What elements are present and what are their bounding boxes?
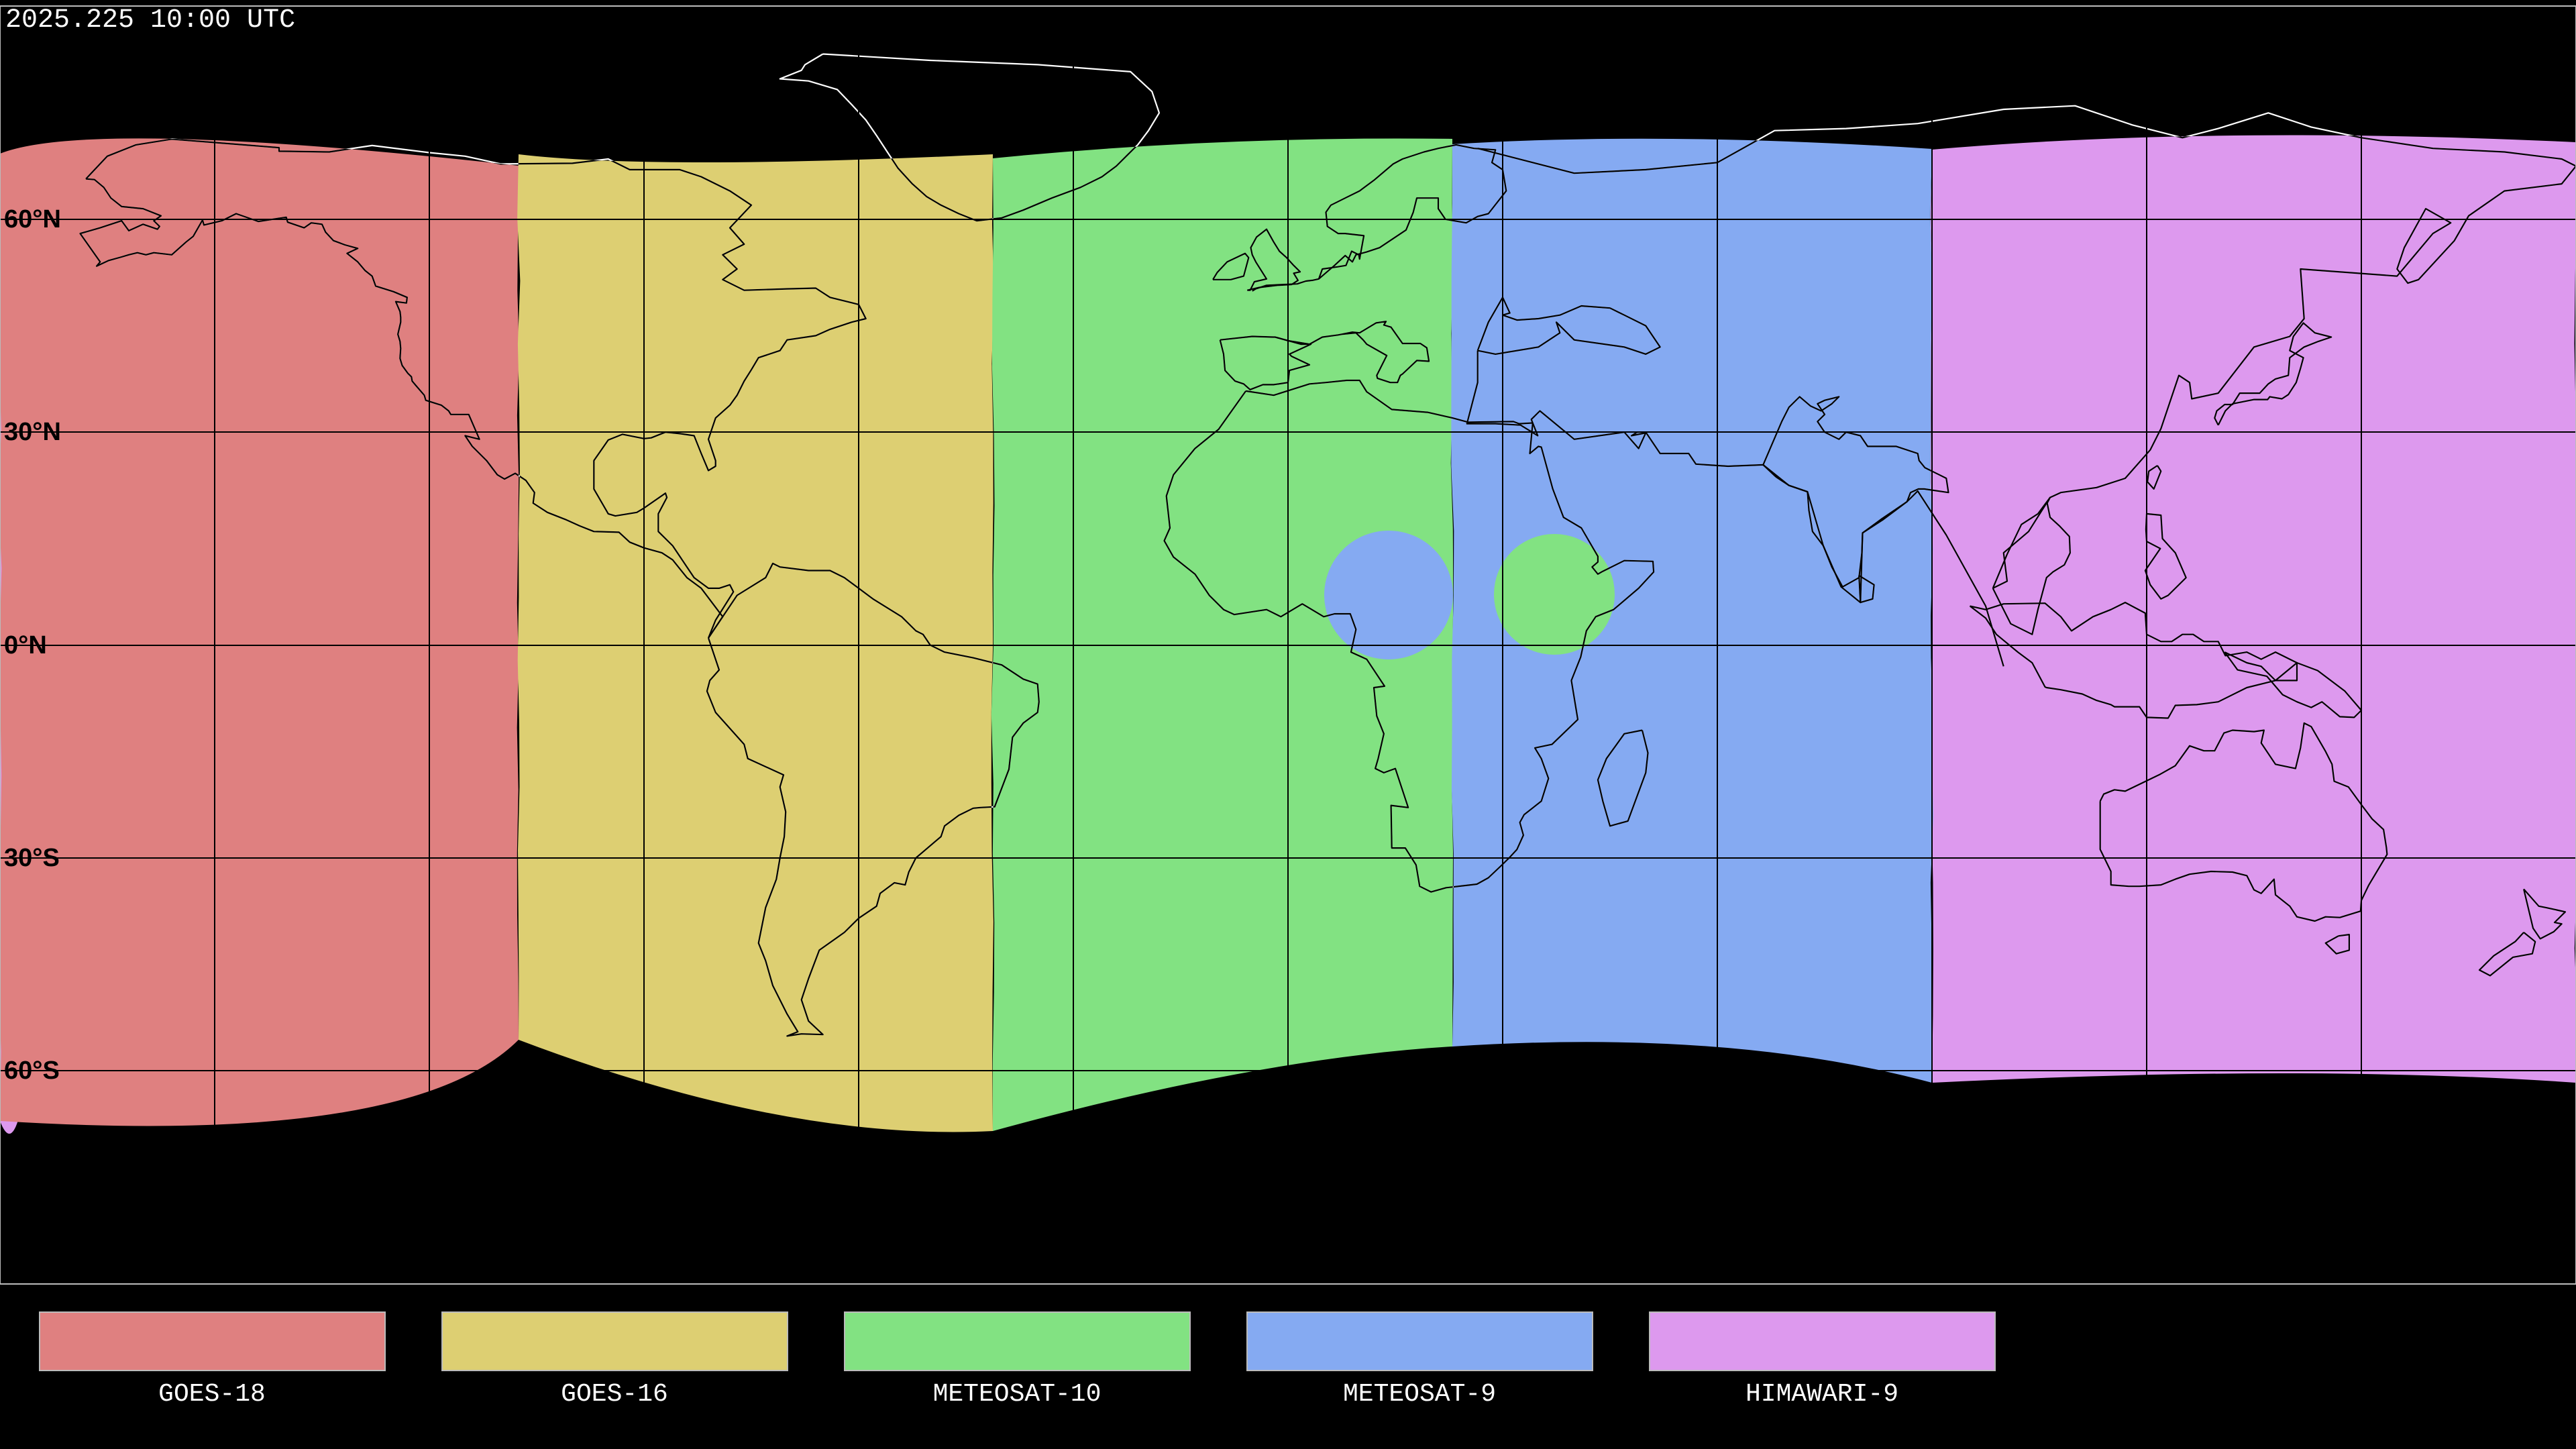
svg-text:METEOSAT-10: METEOSAT-10: [933, 1380, 1102, 1409]
svg-text:60°S: 60°S: [4, 1057, 60, 1085]
svg-text:2025.225 10:00 UTC: 2025.225 10:00 UTC: [5, 5, 295, 36]
svg-text:HIMAWARI-9: HIMAWARI-9: [1746, 1380, 1898, 1409]
svg-text:GOES-16: GOES-16: [561, 1380, 668, 1409]
svg-text:METEOSAT-9: METEOSAT-9: [1343, 1380, 1496, 1409]
svg-text:60°N: 60°N: [4, 205, 61, 233]
svg-text:30°S: 30°S: [4, 844, 60, 872]
svg-text:30°N: 30°N: [4, 418, 61, 446]
svg-text:GOES-18: GOES-18: [158, 1380, 266, 1409]
svg-text:0°N: 0°N: [4, 631, 47, 659]
